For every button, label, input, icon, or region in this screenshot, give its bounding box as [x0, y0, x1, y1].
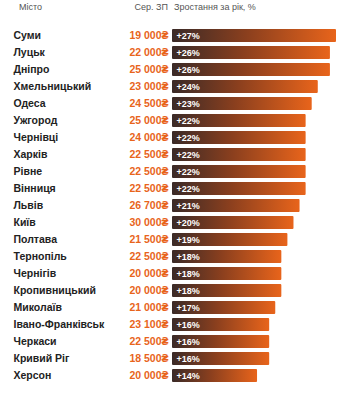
svg-text:20 000₴: 20 000₴: [129, 267, 168, 279]
svg-text:23 100₴: 23 100₴: [129, 318, 168, 330]
svg-text:22 500₴: 22 500₴: [129, 165, 168, 177]
svg-text:22 500₴: 22 500₴: [129, 250, 168, 262]
svg-text:+24%: +24%: [177, 82, 200, 92]
svg-text:Дніпро: Дніпро: [14, 63, 50, 75]
svg-text:25 000₴: 25 000₴: [129, 63, 168, 75]
svg-text:Чернігів: Чернігів: [14, 267, 57, 279]
svg-text:Одеса: Одеса: [14, 97, 46, 109]
svg-text:26 700₴: 26 700₴: [129, 199, 168, 211]
svg-text:22 500₴: 22 500₴: [129, 182, 168, 194]
svg-text:Суми: Суми: [14, 29, 42, 41]
svg-text:Львів: Львів: [14, 199, 44, 211]
svg-text:20 000₴: 20 000₴: [129, 369, 168, 381]
svg-text:22 500₴: 22 500₴: [129, 335, 168, 347]
svg-text:+18%: +18%: [177, 286, 200, 296]
svg-text:+22%: +22%: [177, 184, 200, 194]
svg-text:Вінниця: Вінниця: [14, 182, 56, 194]
svg-text:+16%: +16%: [177, 337, 200, 347]
svg-text:+19%: +19%: [177, 235, 200, 245]
svg-text:Івано-Франківськ: Івано-Франківськ: [14, 318, 106, 330]
svg-text:24 500₴: 24 500₴: [129, 97, 168, 109]
svg-text:30 000₴: 30 000₴: [129, 216, 168, 228]
svg-text:22 000₴: 22 000₴: [129, 46, 168, 58]
svg-text:24 000₴: 24 000₴: [129, 131, 168, 143]
svg-text:22 500₴: 22 500₴: [129, 148, 168, 160]
svg-text:+16%: +16%: [177, 354, 200, 364]
svg-text:+18%: +18%: [177, 252, 200, 262]
svg-text:+26%: +26%: [177, 48, 200, 58]
svg-text:+14%: +14%: [177, 371, 200, 381]
svg-text:Київ: Київ: [14, 216, 37, 228]
html-text:Місто: Місто: [19, 2, 42, 12]
svg-text:+16%: +16%: [177, 320, 200, 330]
svg-text:+22%: +22%: [177, 116, 200, 126]
svg-text:+17%: +17%: [177, 303, 200, 313]
svg-text:+27%: +27%: [177, 31, 200, 41]
svg-text:+26%: +26%: [177, 65, 200, 75]
svg-text:21 000₴: 21 000₴: [129, 301, 168, 313]
svg-text:Черкаси: Черкаси: [14, 335, 57, 347]
html-text:Зростання за рік, %: Зростання за рік, %: [174, 2, 256, 12]
svg-text:Херсон: Херсон: [14, 369, 52, 381]
svg-text:20 000₴: 20 000₴: [129, 284, 168, 296]
svg-text:+22%: +22%: [177, 150, 200, 160]
svg-text:+21%: +21%: [177, 201, 200, 211]
svg-text:+23%: +23%: [177, 99, 200, 109]
svg-text:25 000₴: 25 000₴: [129, 114, 168, 126]
svg-text:Миколаїв: Миколаїв: [14, 301, 63, 313]
svg-text:Полтава: Полтава: [14, 233, 58, 245]
svg-text:Чернівці: Чернівці: [14, 131, 59, 143]
svg-text:19 000₴: 19 000₴: [129, 29, 168, 41]
svg-text:Луцьк: Луцьк: [14, 46, 46, 58]
svg-text:23 000₴: 23 000₴: [129, 80, 168, 92]
svg-text:+20%: +20%: [177, 218, 200, 228]
svg-text:Ужгород: Ужгород: [14, 114, 58, 126]
html-text:Сер. ЗП: Сер. ЗП: [134, 2, 168, 12]
svg-text:Рівне: Рівне: [14, 165, 43, 177]
svg-text:+22%: +22%: [177, 133, 200, 143]
svg-text:Кропивницький: Кропивницький: [14, 284, 96, 296]
svg-text:Тернопіль: Тернопіль: [14, 250, 68, 262]
svg-text:21 500₴: 21 500₴: [129, 233, 168, 245]
svg-text:Кривий Ріг: Кривий Ріг: [14, 352, 70, 364]
svg-text:18 500₴: 18 500₴: [129, 352, 168, 364]
svg-text:+22%: +22%: [177, 167, 200, 177]
svg-text:Харків: Харків: [14, 148, 48, 160]
svg-text:Хмельницький: Хмельницький: [14, 80, 92, 92]
svg-text:+18%: +18%: [177, 269, 200, 279]
